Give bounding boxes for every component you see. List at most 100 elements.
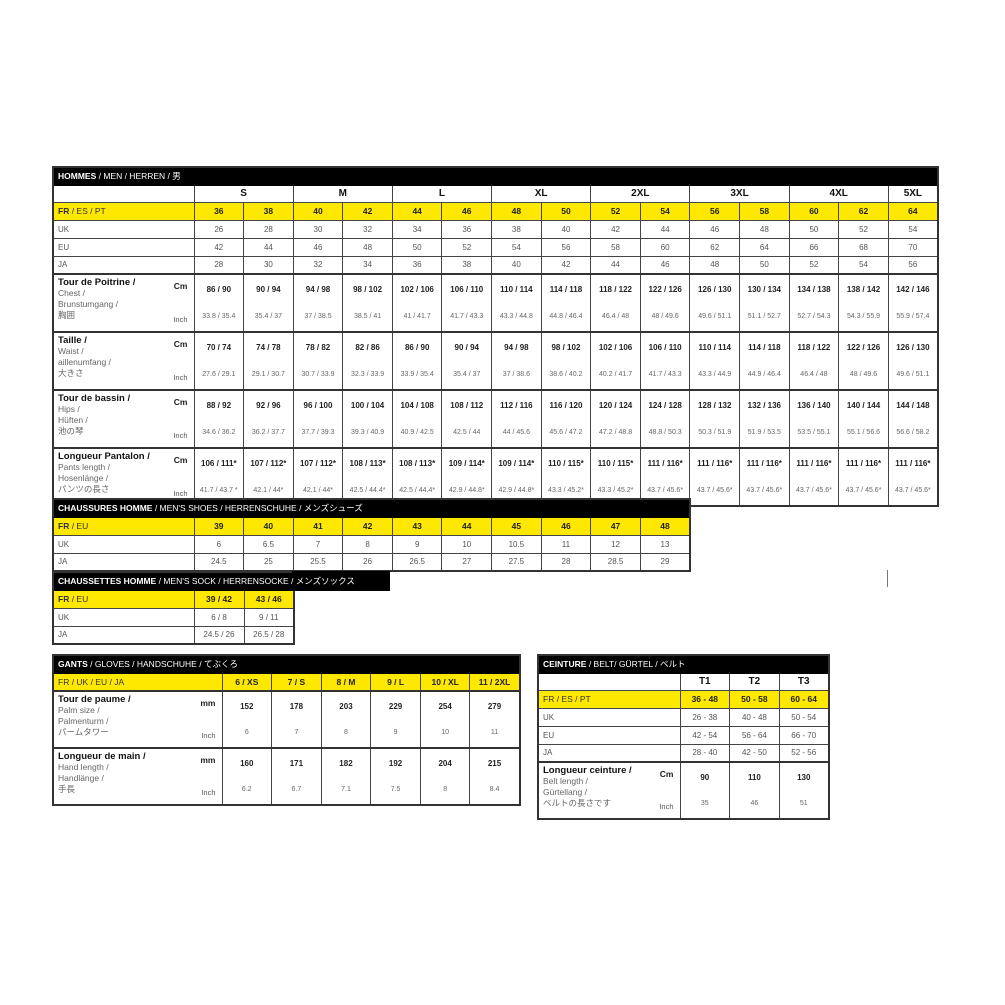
measurement-cell: 126 / 130 49.6 / 51.1 bbox=[689, 273, 741, 333]
value-primary: 203 bbox=[339, 701, 353, 711]
value-inch: 30.7 / 33.9 bbox=[301, 371, 335, 378]
table-cell: 10 bbox=[441, 534, 493, 554]
unit-label: Inch bbox=[173, 431, 188, 440]
blank-cell bbox=[52, 184, 195, 203]
size-cell: 45 bbox=[491, 516, 542, 536]
title-bold: HOMMES bbox=[58, 171, 97, 182]
value-primary: 94 / 98 bbox=[504, 343, 529, 352]
measurement-name: Waist / bbox=[58, 346, 84, 356]
table-cell: 28 - 40 bbox=[679, 743, 731, 763]
title-rest: / MEN / HERREN / 男 bbox=[96, 171, 181, 182]
table-cell: 40 - 48 bbox=[729, 707, 780, 727]
value-primary: 106 / 110 bbox=[648, 343, 682, 352]
measurement-name: Hips / bbox=[58, 404, 80, 414]
unit-label: Inch bbox=[659, 802, 674, 811]
table-cell: 25.5 bbox=[292, 552, 344, 572]
size-letter-row: T1 T2 T3 bbox=[537, 672, 830, 691]
measurement-row: Longueur Pantalon / Pants length / Hosenlä… bbox=[52, 447, 939, 507]
table-cell: 7 bbox=[292, 534, 344, 554]
value-inch: 51 bbox=[799, 800, 808, 808]
size-cell: 41 bbox=[292, 516, 344, 536]
size-cell: 54 bbox=[639, 201, 691, 221]
value-inch: 7.1 bbox=[341, 786, 351, 794]
row-label: FR / EU bbox=[52, 589, 195, 609]
row-label: EU bbox=[52, 237, 195, 257]
value-primary: 204 bbox=[438, 758, 452, 768]
value-primary: 118 / 122 bbox=[797, 343, 831, 352]
measurement-cell: 96 / 100 37.7 / 39.3 bbox=[292, 389, 344, 449]
value-inch: 40.2 / 41.7 bbox=[599, 371, 633, 378]
measurement-cell: 152 6 bbox=[221, 690, 273, 749]
value-primary: 120 / 124 bbox=[598, 401, 633, 410]
size-cell: 40 bbox=[292, 201, 344, 221]
measurement-cell: 111 / 116* 43.7 / 45.6* bbox=[639, 447, 691, 507]
value-inch: 8 bbox=[344, 729, 348, 737]
value-primary: 116 / 120 bbox=[549, 401, 583, 410]
measurement-cell: 110 / 115* 43.3 / 45.2* bbox=[540, 447, 592, 507]
measurement-cell: 110 / 114 43.3 / 44.8 bbox=[491, 273, 542, 333]
measurement-name: Pants length / bbox=[58, 462, 110, 472]
value-primary: 124 / 128 bbox=[648, 401, 682, 410]
value-primary: 111 / 116* bbox=[895, 459, 931, 468]
size-cell: 44 bbox=[441, 516, 493, 536]
title-rest: / MEN'S SHOES / HERRENSCHUHE / メンズシューズ bbox=[152, 503, 363, 514]
measurement-row: Longueur ceinture / Belt length / Gürtella… bbox=[537, 761, 830, 820]
table-cell: 66 bbox=[788, 237, 840, 257]
measurement-name: Chest / bbox=[58, 288, 85, 298]
measurement-cell: 182 7.1 bbox=[320, 747, 372, 806]
size-cell: 50 bbox=[540, 201, 592, 221]
divider-line bbox=[887, 570, 888, 587]
label-rest: FR / UK / EU / JA bbox=[58, 676, 125, 687]
value-inch: 44.8 / 46.4 bbox=[549, 313, 583, 320]
measurement-cell: 279 11 bbox=[469, 690, 521, 749]
row-label: UK bbox=[52, 219, 195, 239]
value-inch: 7 bbox=[294, 729, 299, 737]
measurement-cell: 144 / 148 56.6 / 58.2 bbox=[887, 389, 939, 449]
table-cell: 64 bbox=[739, 237, 790, 257]
value-primary: 110 / 115* bbox=[548, 459, 584, 468]
value-inch: 43.3 / 45.2* bbox=[597, 487, 634, 494]
table-cell: 26.5 / 28 bbox=[243, 625, 295, 645]
measurement-cell: 111 / 116* 43.7 / 45.6* bbox=[689, 447, 741, 507]
size-cell: 46 bbox=[540, 516, 592, 536]
table-row: UK 26 28 30 32 34 36 38 40 42 44 46 48 50 52 54 bbox=[52, 219, 939, 239]
value-inch: 49.6 / 51.1 bbox=[698, 313, 732, 320]
table-cell: 46 bbox=[639, 255, 691, 275]
gloves-header: GANTS / GLOVES / HANDSCHUHE / てぶくろ bbox=[52, 654, 521, 674]
measurement-title: Longueur Pantalon / bbox=[58, 451, 150, 462]
size-cell: 60 - 64 bbox=[778, 689, 830, 709]
measurement-cell: 110 / 115* 43.3 / 45.2* bbox=[590, 447, 641, 507]
table-cell: 32 bbox=[292, 255, 344, 275]
value-primary: 142 / 146 bbox=[896, 285, 930, 294]
value-primary: 109 / 114* bbox=[448, 459, 485, 468]
value-primary: 70 / 74 bbox=[206, 343, 232, 352]
fr-size-row: FR / ES / PT 36 38 40 42 44 46 48 50 52 54 56 58 60 62… bbox=[52, 201, 939, 221]
value-primary: 114 / 118 bbox=[549, 285, 583, 294]
value-inch: 43.7 / 45.6* bbox=[845, 487, 882, 494]
value-inch: 47.2 / 48.8 bbox=[599, 429, 633, 436]
size-cell: 42 bbox=[342, 201, 393, 221]
measurement-cell: 90 / 94 35.4 / 37 bbox=[441, 331, 493, 391]
table-cell: 6 / 8 bbox=[193, 607, 245, 627]
table-row: UK 26 - 38 40 - 48 50 - 54 bbox=[537, 707, 830, 727]
value-inch: 42.5 / 44.4* bbox=[399, 487, 436, 494]
row-label: FR / UK / EU / JA bbox=[52, 672, 223, 692]
size-cell: 48 bbox=[639, 516, 691, 536]
size-cell: 6 / XS bbox=[221, 672, 273, 692]
table-row: JA 28 30 32 34 36 38 40 42 44 46 48 50 52 54 56 bbox=[52, 255, 939, 275]
measurement-name: 大きさ bbox=[58, 368, 84, 378]
value-primary: 126 / 130 bbox=[896, 343, 930, 352]
title-rest: / BELT/ GÜRTEL / ベルト bbox=[588, 659, 686, 670]
size-label: T3 bbox=[778, 672, 830, 691]
measurement-cell: 107 / 112* 42.1 / 44* bbox=[243, 447, 294, 507]
value-primary: 98 / 102 bbox=[551, 343, 581, 352]
value-inch: 6.2 bbox=[241, 786, 252, 794]
value-inch: 42.1 / 44* bbox=[303, 487, 333, 494]
table-cell: 48 bbox=[342, 237, 393, 257]
value-primary: 108 / 112 bbox=[450, 401, 484, 410]
size-cell: 43 bbox=[391, 516, 443, 536]
table-cell: 13 bbox=[639, 534, 691, 554]
socks-header: CHAUSSETTES HOMME / MEN'S SOCK / HERRENS… bbox=[52, 571, 355, 591]
table-cell: 52 bbox=[441, 237, 493, 257]
value-primary: 86 / 90 bbox=[206, 285, 232, 294]
